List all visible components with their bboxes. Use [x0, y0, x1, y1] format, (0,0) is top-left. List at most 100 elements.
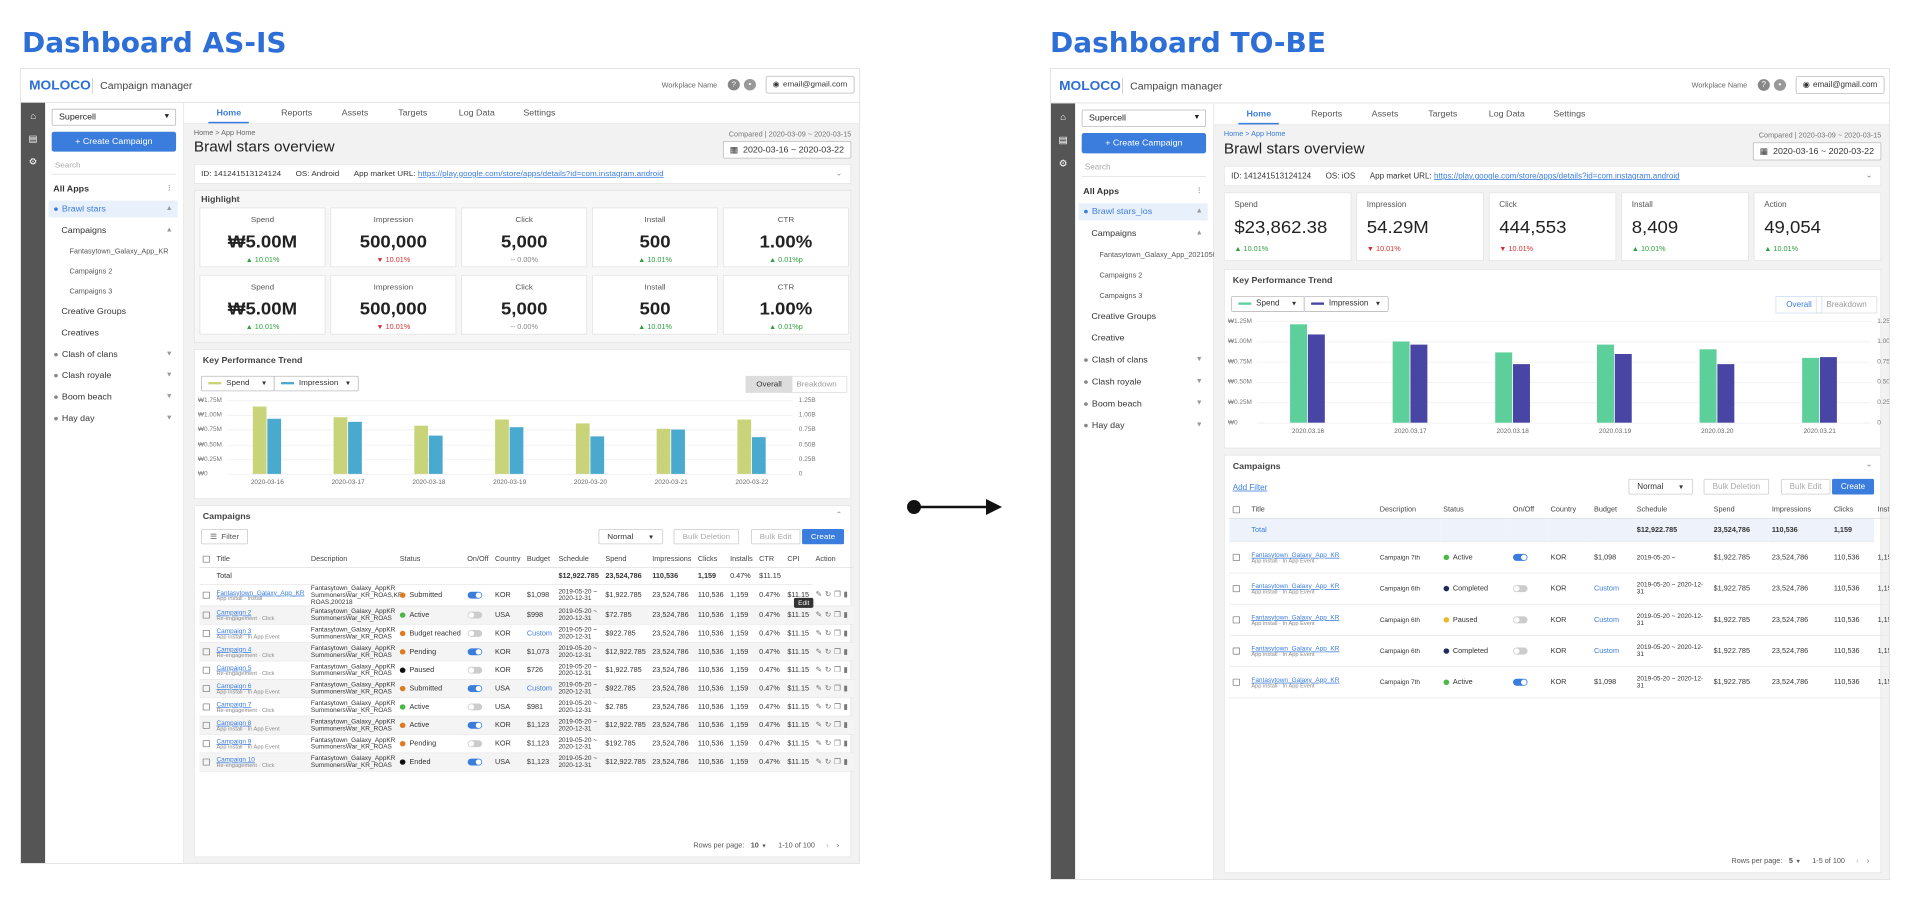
tobe-tab-home[interactable]: Home — [1246, 109, 1272, 119]
tobe-row-checkbox[interactable] — [1232, 678, 1240, 686]
tobe-legend-impression-select[interactable]: Impression ▼ — [1303, 296, 1389, 312]
asis-onoff-toggle[interactable] — [467, 630, 482, 637]
asis-history-icon[interactable]: ↻ — [824, 739, 834, 748]
asis-delete-icon[interactable]: ▮ — [843, 647, 851, 656]
tobe-onoff-toggle[interactable] — [1512, 553, 1528, 561]
asis-delete-icon[interactable]: ▮ — [843, 702, 851, 711]
asis-copy-icon[interactable]: ❐ — [833, 628, 844, 638]
asis-account-select[interactable]: Supercell ▼ — [51, 108, 177, 126]
asis-copy-icon[interactable]: ❐ — [833, 665, 844, 675]
asis-create-button[interactable]: Create — [802, 528, 845, 545]
tobe-account-select[interactable]: Supercell ▼ — [1081, 109, 1207, 127]
asis-row-checkbox[interactable] — [202, 648, 210, 656]
tobe-bulk-deletion-button[interactable]: Bulk Deletion — [1703, 478, 1770, 495]
asis-tab-home[interactable]: Home — [216, 108, 242, 118]
asis-sidebar-item[interactable]: Campaigns 2 — [48, 263, 177, 280]
asis-select-all-checkbox[interactable] — [202, 555, 210, 563]
asis-copy-icon[interactable]: ❐ — [833, 647, 844, 656]
asis-campaign-title[interactable]: Campaign 9 — [216, 737, 252, 745]
tobe-row-checkbox[interactable] — [1232, 616, 1240, 624]
asis-help-icon[interactable]: ? — [727, 78, 740, 91]
tobe-onoff-toggle[interactable] — [1512, 647, 1528, 655]
asis-sidebar-item[interactable]: Creatives — [48, 325, 177, 342]
tobe-sidebar-all-apps[interactable]: All Apps ⋮ — [1083, 186, 1203, 197]
asis-table-row[interactable]: Campaign 9 App install · In App Event Fant… — [199, 734, 854, 753]
asis-sidebar-item[interactable]: Fantasytown_Galaxy_App_KR — [48, 244, 177, 261]
asis-legend-spend-select[interactable]: Spend ▼ — [201, 375, 275, 392]
asis-delete-icon[interactable]: ▮ — [843, 590, 851, 599]
asis-sidebar-item[interactable]: Creative Groups — [48, 303, 177, 320]
tobe-onoff-toggle[interactable] — [1512, 616, 1528, 624]
asis-bulk-deletion-button[interactable]: Bulk Deletion — [673, 528, 740, 545]
asis-campaign-title[interactable]: Campaign 10 — [216, 755, 255, 763]
asis-campaign-title[interactable]: Campaign 5 — [216, 664, 252, 671]
asis-copy-icon[interactable]: ❐ — [833, 590, 844, 599]
tobe-bell-icon[interactable]: • — [1773, 79, 1786, 91]
asis-edit-icon[interactable]: ✎ — [815, 665, 825, 675]
asis-filter-button[interactable]: ☰ Filter — [201, 528, 249, 545]
tobe-legend-spend-select[interactable]: Spend ▼ — [1231, 296, 1305, 312]
asis-onoff-toggle[interactable] — [467, 758, 482, 766]
tobe-sidebar-item[interactable]: Campaigns 3 — [1078, 288, 1207, 305]
tobe-table-row[interactable]: Fantasytown_Galaxy_App_KR App install · I… — [1229, 541, 1889, 573]
asis-delete-icon[interactable]: ▮ — [843, 683, 851, 693]
asis-edit-icon[interactable]: ✎ — [815, 590, 825, 599]
asis-history-icon[interactable]: ↻ — [824, 683, 834, 693]
asis-row-checkbox[interactable] — [202, 703, 210, 711]
asis-table-row[interactable]: Campaign 6 App install · In App Event Fant… — [199, 679, 854, 698]
tobe-next-page-icon[interactable]: › — [1866, 856, 1870, 865]
tobe-tab-log-data[interactable]: Log Data — [1488, 109, 1525, 119]
asis-rows-per-page-select[interactable]: 10 ▼ — [750, 841, 767, 849]
asis-table-row[interactable]: Campaign 2 Re-engagement · Click Fantasyto… — [199, 605, 854, 625]
asis-settings-icon[interactable]: ⚙ — [28, 156, 38, 167]
asis-tab-reports[interactable]: Reports — [281, 108, 313, 118]
asis-sidebar-item[interactable]: ● Boom beach ▼ — [53, 391, 173, 402]
asis-chevron-down-icon[interactable]: ⌄ — [835, 169, 843, 178]
tobe-campaign-title[interactable]: Fantasytown_Galaxy_App_KR — [1251, 551, 1340, 559]
tobe-onoff-toggle[interactable] — [1512, 678, 1528, 686]
tobe-table-row[interactable]: Fantasytown_Galaxy_App_KR App install · I… — [1229, 635, 1889, 667]
tobe-campaign-title[interactable]: Fantasytown_Galaxy_App_KR — [1251, 613, 1340, 621]
asis-edit-icon[interactable]: ✎ — [815, 739, 825, 748]
asis-campaign-title[interactable]: Campaign 3 — [216, 627, 252, 635]
tobe-sidebar-item[interactable]: Campaigns 2 — [1078, 267, 1207, 284]
tobe-sidebar-item[interactable]: Creative — [1078, 330, 1207, 347]
asis-copy-icon[interactable]: ❐ — [833, 702, 844, 711]
tobe-help-icon[interactable]: ? — [1757, 79, 1770, 91]
tobe-sidebar-item[interactable]: ● Clash royale ▼ — [1083, 376, 1203, 387]
asis-bulk-edit-button[interactable]: Bulk Edit — [750, 528, 801, 545]
tobe-market-url[interactable]: https://play.google.com/store/apps/detai… — [1433, 172, 1680, 181]
asis-copy-icon[interactable]: ❐ — [833, 739, 844, 748]
asis-tab-settings[interactable]: Settings — [523, 108, 556, 118]
asis-overall-toggle[interactable]: Overall — [745, 375, 793, 393]
asis-sidebar-item[interactable]: ● Brawl stars ▲ — [48, 200, 178, 218]
tobe-view-select[interactable]: Normal ▼ — [1628, 478, 1694, 495]
asis-onoff-toggle[interactable] — [467, 591, 482, 599]
asis-history-icon[interactable]: ↻ — [824, 720, 834, 730]
tobe-rows-per-page-select[interactable]: 5 ▼ — [1788, 856, 1801, 865]
tobe-create-campaign-button[interactable]: + Create Campaign — [1081, 133, 1207, 154]
asis-table-row[interactable]: Campaign 8 App install · In App Event Fant… — [199, 715, 854, 735]
asis-copy-icon[interactable]: ❐ — [833, 757, 844, 766]
asis-edit-icon[interactable]: ✎ — [815, 683, 825, 693]
asis-sidebar-all-apps[interactable]: All Apps ⋮ — [53, 183, 173, 194]
asis-onoff-toggle[interactable] — [467, 648, 482, 656]
tobe-sidebar-item[interactable]: ● Brawl stars_ios ▲ — [1078, 203, 1208, 221]
asis-table-row[interactable]: Campaign 4 Re-engagement · Click Fantasyto… — [199, 642, 854, 662]
tobe-table-row[interactable]: Fantasytown_Galaxy_App_KR App install · I… — [1229, 572, 1889, 605]
tobe-chevron-down-icon[interactable]: ⌄ — [1865, 171, 1873, 180]
asis-view-select[interactable]: Normal ▼ — [598, 528, 664, 545]
asis-row-checkbox[interactable] — [202, 591, 210, 599]
asis-bell-icon[interactable]: • — [743, 78, 756, 91]
tobe-product-switcher[interactable]: Campaign manager — [1130, 79, 1223, 92]
asis-sidebar-item[interactable]: ● Clash of clans ▼ — [53, 349, 173, 360]
tobe-breadcrumb[interactable]: Home > App Home — [1223, 129, 1286, 138]
tobe-overall-toggle[interactable]: Overall — [1775, 296, 1823, 314]
asis-edit-icon[interactable]: ✎ — [815, 610, 825, 619]
asis-product-switcher[interactable]: Campaign manager — [100, 79, 193, 92]
asis-next-page-icon[interactable]: › — [836, 841, 840, 849]
tobe-select-all-checkbox[interactable] — [1232, 506, 1240, 514]
asis-onoff-toggle[interactable] — [467, 685, 482, 693]
asis-tab-targets[interactable]: Targets — [398, 108, 428, 118]
tobe-account-menu[interactable]: ◉ email@gmail.com — [1795, 76, 1885, 94]
